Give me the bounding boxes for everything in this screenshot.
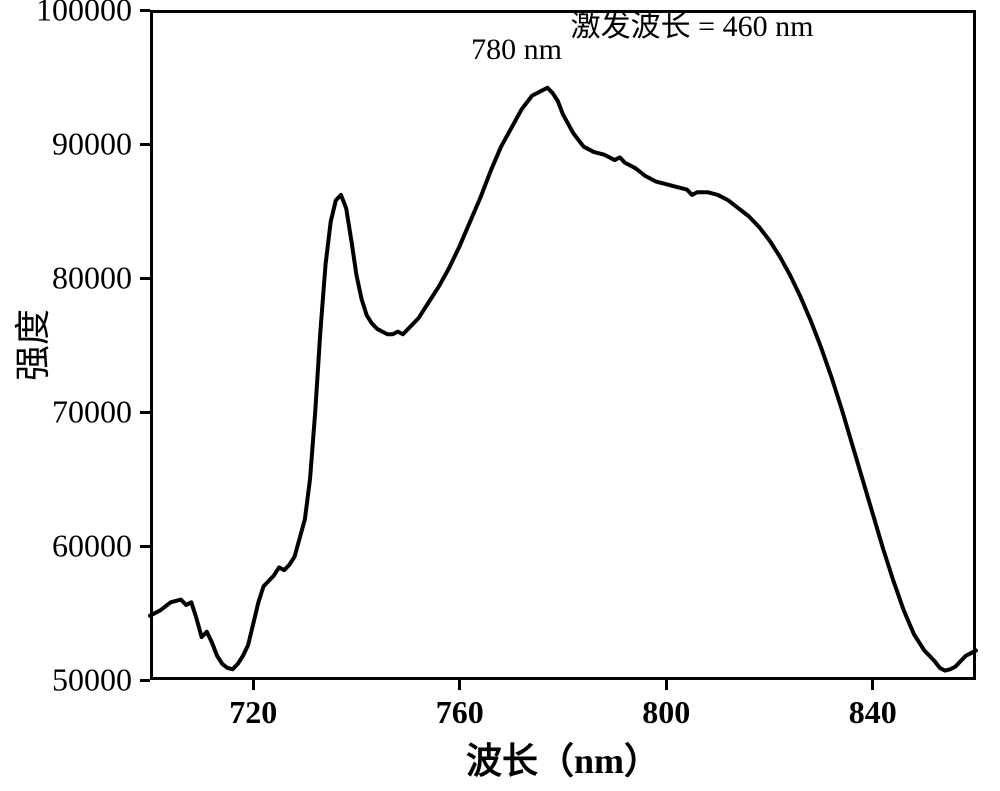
y-tick-label: 100000: [0, 0, 132, 29]
y-tick: [140, 679, 150, 682]
x-tick: [665, 680, 668, 690]
x-tick: [252, 680, 255, 690]
chart-annotation: 780 nm: [471, 33, 562, 67]
x-tick-label: 800: [642, 694, 690, 731]
y-tick-label: 60000: [0, 528, 132, 565]
y-axis-title: 强度: [4, 309, 56, 381]
x-axis-title: 波长（nm）: [466, 732, 660, 784]
spectrum-figure: 强度 波长（nm） 50000 60000 70000 80000 90000 10000…: [0, 0, 1000, 791]
axis-border: [973, 10, 976, 680]
series-line: [150, 88, 976, 671]
plot-area: [150, 10, 976, 680]
y-tick: [140, 277, 150, 280]
y-tick: [140, 545, 150, 548]
y-tick-label: 90000: [0, 126, 132, 163]
chart-annotation: 激发波长 = 460 nm: [571, 1, 814, 45]
series-svg: [150, 10, 976, 680]
x-tick-label: 720: [229, 694, 277, 731]
y-tick: [140, 9, 150, 12]
y-tick-label: 80000: [0, 260, 132, 297]
y-tick: [140, 143, 150, 146]
y-tick: [140, 411, 150, 414]
y-tick-label: 50000: [0, 662, 132, 699]
axis-border: [150, 10, 976, 13]
y-tick-label: 70000: [0, 394, 132, 431]
axis-border: [150, 10, 153, 680]
axis-border: [150, 677, 976, 680]
x-tick-label: 760: [436, 694, 484, 731]
x-tick: [458, 680, 461, 690]
x-tick: [871, 680, 874, 690]
x-tick-label: 840: [849, 694, 897, 731]
